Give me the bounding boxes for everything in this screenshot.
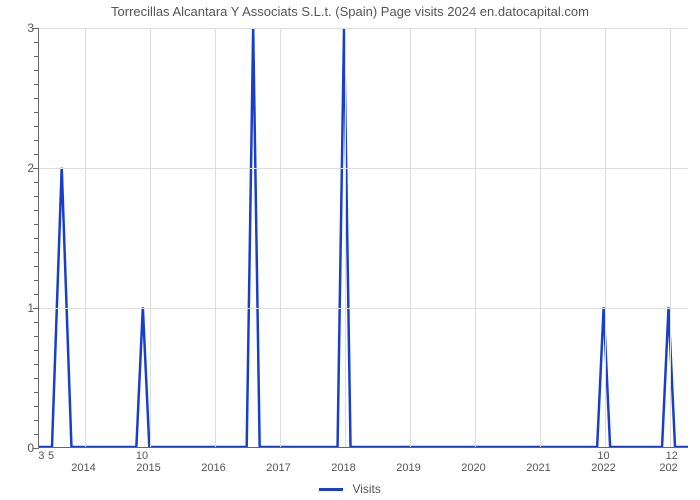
x-axis-label: 2015: [136, 462, 160, 474]
y-minor-tick: [34, 420, 39, 421]
grid-line-v: [670, 28, 671, 447]
legend-swatch: [319, 488, 343, 491]
grid-line-v: [215, 28, 216, 447]
y-minor-tick: [34, 210, 39, 211]
y-minor-tick: [34, 350, 39, 351]
y-minor-tick: [34, 378, 39, 379]
y-minor-tick: [34, 70, 39, 71]
y-minor-tick: [34, 42, 39, 43]
legend-label: Visits: [352, 482, 380, 496]
data-point-label: 12: [666, 450, 678, 462]
y-axis-label: 2: [10, 161, 34, 175]
chart-title: Torrecillas Alcantara Y Associats S.L.t.…: [0, 4, 700, 19]
y-minor-tick: [34, 266, 39, 267]
y-minor-tick: [34, 238, 39, 239]
x-axis-label: 2018: [331, 462, 355, 474]
grid-line-v: [475, 28, 476, 447]
x-axis-label: 2017: [266, 462, 290, 474]
y-minor-tick: [34, 196, 39, 197]
data-point-label: 3: [38, 450, 44, 462]
y-axis-label: 3: [10, 21, 34, 35]
x-axis-label: 2022: [591, 462, 615, 474]
grid-line-v: [410, 28, 411, 447]
x-axis-label: 2016: [201, 462, 225, 474]
y-axis-label: 1: [10, 301, 34, 315]
plot-area: [38, 28, 688, 448]
y-minor-tick: [34, 56, 39, 57]
grid-line-h: [39, 168, 688, 169]
y-minor-tick: [34, 392, 39, 393]
x-axis-label: 2019: [396, 462, 420, 474]
grid-line-h: [39, 28, 688, 29]
data-point-label: 5: [48, 450, 54, 462]
grid-line-v: [150, 28, 151, 447]
y-minor-tick: [34, 434, 39, 435]
y-minor-tick: [34, 280, 39, 281]
y-minor-tick: [34, 336, 39, 337]
y-minor-tick: [34, 224, 39, 225]
y-minor-tick: [34, 154, 39, 155]
y-minor-tick: [34, 406, 39, 407]
y-minor-tick: [34, 294, 39, 295]
grid-line-v: [85, 28, 86, 447]
grid-line-v: [280, 28, 281, 447]
data-point-label: 10: [597, 450, 609, 462]
y-minor-tick: [34, 140, 39, 141]
x-axis-label: 2020: [461, 462, 485, 474]
y-minor-tick: [34, 364, 39, 365]
y-minor-tick: [34, 322, 39, 323]
grid-line-v: [345, 28, 346, 447]
grid-line-h: [39, 308, 688, 309]
x-axis-label: 202: [659, 462, 677, 474]
grid-line-v: [605, 28, 606, 447]
y-minor-tick: [34, 112, 39, 113]
y-axis-label: 0: [10, 441, 34, 455]
y-minor-tick: [34, 126, 39, 127]
data-point-label: 10: [136, 450, 148, 462]
y-minor-tick: [34, 84, 39, 85]
y-minor-tick: [34, 182, 39, 183]
grid-line-v: [540, 28, 541, 447]
x-axis-label: 2014: [71, 462, 95, 474]
chart-line-svg: [39, 28, 688, 447]
y-minor-tick: [34, 252, 39, 253]
y-minor-tick: [34, 98, 39, 99]
legend: Visits: [0, 481, 700, 496]
x-axis-label: 2021: [526, 462, 550, 474]
chart-container: Torrecillas Alcantara Y Associats S.L.t.…: [0, 0, 700, 500]
